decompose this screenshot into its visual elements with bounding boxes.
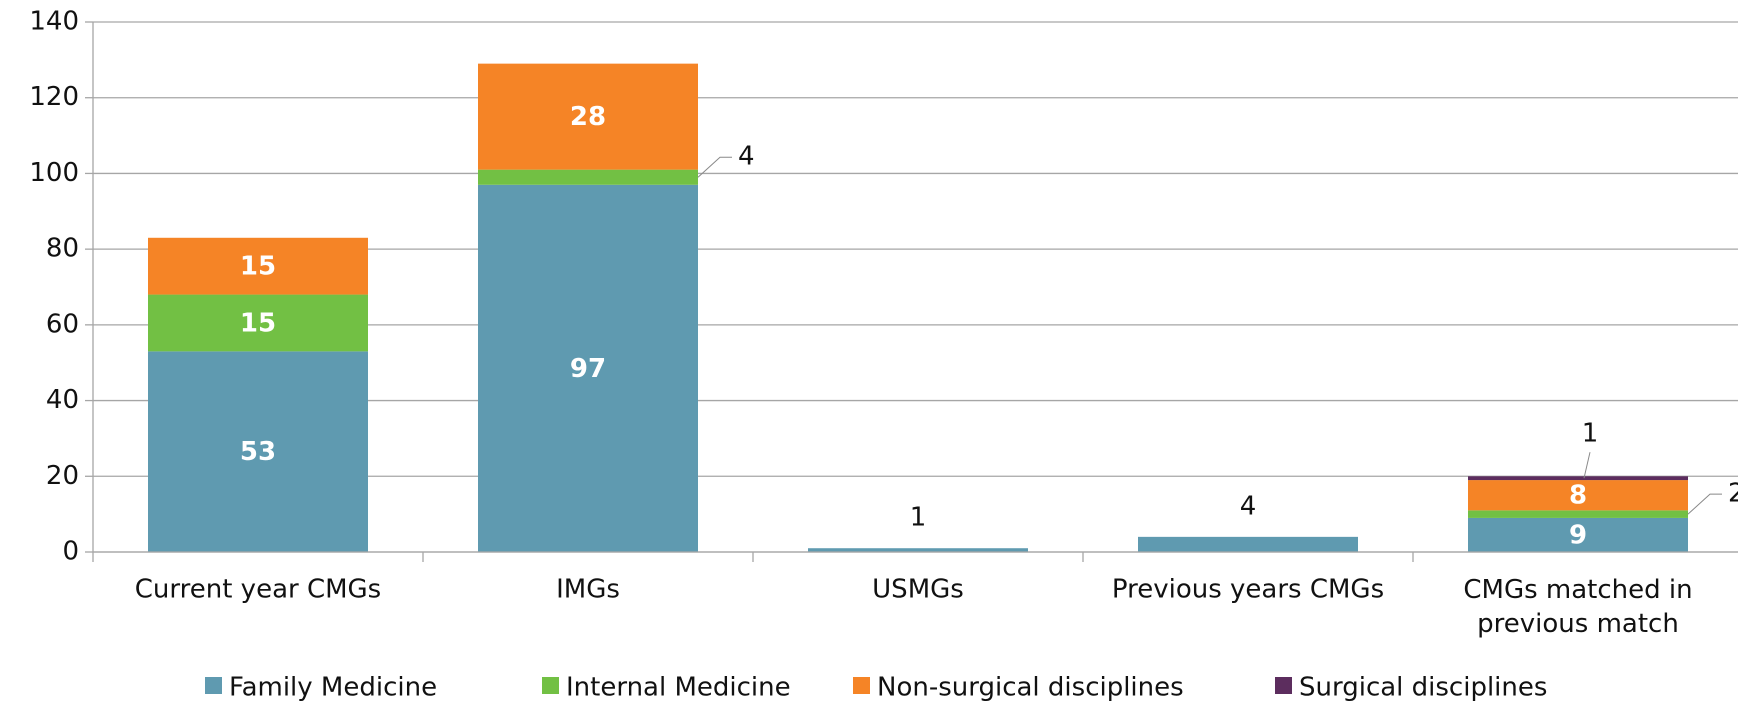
data-label: 1	[910, 503, 927, 533]
y-tick-label: 20	[46, 461, 79, 491]
data-label: 28	[570, 102, 606, 132]
bar-segment	[1468, 476, 1688, 481]
leader-line	[1687, 493, 1722, 515]
x-tick-label: IMGs	[556, 575, 620, 605]
legend-label: Internal Medicine	[566, 673, 791, 703]
data-label: 4	[1240, 491, 1257, 521]
bar-segment	[148, 351, 368, 552]
x-tick-label: Current year CMGs	[135, 575, 381, 605]
bar-segment	[1468, 517, 1688, 552]
data-label: 4	[738, 142, 755, 172]
bar-segment	[1138, 536, 1358, 552]
bar-segment	[1468, 480, 1688, 511]
bar-segment	[808, 548, 1028, 552]
x-tick-label-line: previous match	[1477, 609, 1679, 639]
data-label: 97	[570, 354, 606, 384]
data-label: 15	[240, 308, 276, 338]
legend-label: Family Medicine	[229, 673, 437, 703]
legend-swatch	[853, 677, 870, 694]
y-tick-label: 140	[29, 7, 79, 37]
legend-swatch	[205, 677, 222, 694]
bar-segment	[1468, 510, 1688, 518]
x-tick-label: CMGs matched in previous match	[1463, 575, 1692, 639]
y-tick-label: 0	[62, 537, 79, 567]
legend-swatch	[542, 677, 559, 694]
bar-segment	[148, 237, 368, 295]
y-tick-label: 120	[29, 82, 79, 112]
x-tick-label: Previous years CMGs	[1112, 575, 1384, 605]
legend-swatch	[1275, 677, 1292, 694]
y-tick-label: 60	[46, 309, 79, 339]
legend-label: Surgical disciplines	[1299, 673, 1547, 703]
bar-segment	[148, 294, 368, 352]
data-label: 8	[1569, 481, 1587, 511]
y-tick-label: 40	[46, 385, 79, 415]
data-label: 15	[240, 252, 276, 282]
data-label: 2	[1728, 479, 1738, 509]
leader-line	[1583, 452, 1591, 479]
x-tick-label: USMGs	[872, 575, 964, 605]
y-tick-label: 100	[29, 158, 79, 188]
data-label: 1	[1582, 419, 1599, 449]
bar-segment	[478, 184, 698, 553]
bar-segment	[478, 169, 698, 185]
data-label: 9	[1569, 520, 1587, 550]
data-label: 53	[240, 437, 276, 467]
legend-label: Non-surgical disciplines	[877, 673, 1184, 703]
leader-line	[697, 156, 732, 178]
x-tick-label-line: CMGs matched in	[1463, 575, 1692, 605]
bar-segment	[478, 63, 698, 170]
y-tick-label: 80	[46, 234, 79, 264]
